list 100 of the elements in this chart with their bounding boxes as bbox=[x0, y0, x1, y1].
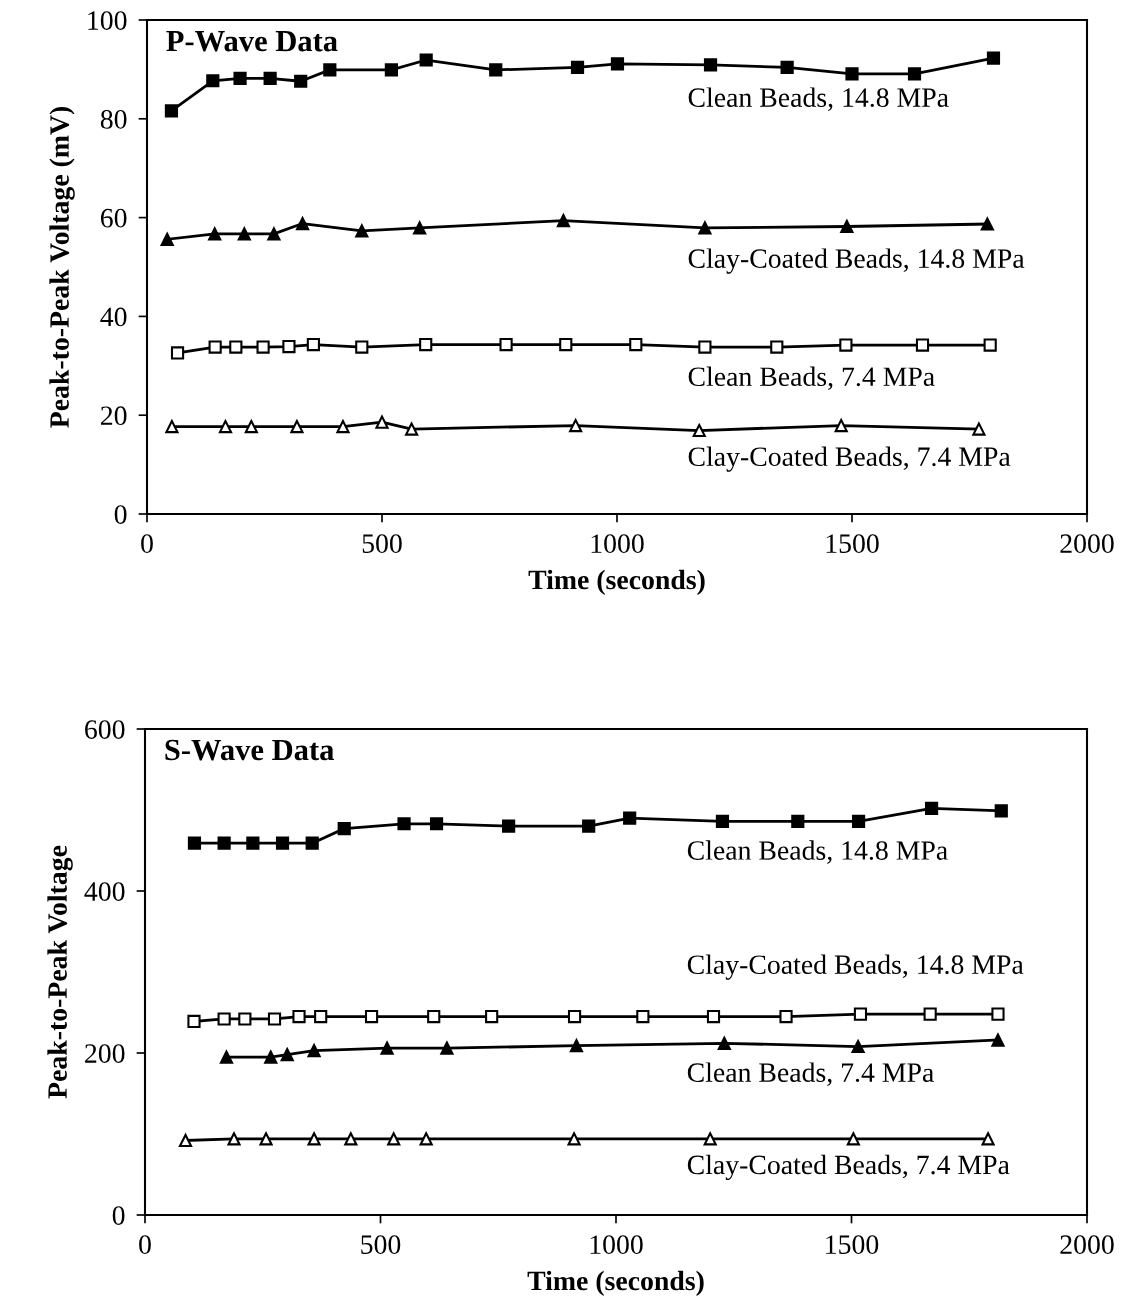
point bbox=[698, 340, 712, 354]
x-tick-label: 1500 bbox=[826, 1235, 879, 1254]
point bbox=[233, 71, 247, 85]
x-tick-label: 1000 bbox=[590, 1235, 643, 1254]
annotation: Clean Beads, 7.4 MPa bbox=[687, 1062, 934, 1086]
point bbox=[846, 1132, 860, 1146]
point bbox=[706, 1009, 721, 1024]
point bbox=[290, 419, 304, 434]
x-tick-label: 1500 bbox=[826, 534, 879, 553]
y-tick-label: 0 bbox=[112, 1206, 125, 1225]
point bbox=[275, 836, 290, 850]
point bbox=[419, 53, 433, 67]
y-tick-label: 200 bbox=[85, 1044, 125, 1063]
point bbox=[238, 1012, 252, 1026]
point bbox=[556, 213, 571, 228]
y-tick-label: 100 bbox=[88, 11, 127, 30]
point bbox=[259, 1132, 273, 1146]
point bbox=[244, 419, 258, 434]
point bbox=[851, 1039, 865, 1054]
point bbox=[160, 232, 174, 246]
y-tick-label: 600 bbox=[85, 720, 125, 739]
point bbox=[567, 1009, 582, 1024]
point bbox=[907, 67, 922, 81]
point bbox=[559, 337, 573, 352]
point bbox=[267, 227, 281, 241]
point bbox=[924, 801, 939, 815]
point bbox=[263, 71, 277, 85]
point bbox=[164, 104, 179, 118]
point bbox=[791, 814, 805, 828]
point bbox=[355, 340, 369, 354]
point bbox=[991, 1033, 1005, 1047]
point bbox=[170, 346, 185, 360]
x-tick-label: 2000 bbox=[1060, 1235, 1114, 1254]
point bbox=[419, 1132, 433, 1146]
point bbox=[387, 1132, 401, 1146]
point bbox=[845, 67, 859, 81]
point bbox=[915, 338, 930, 352]
point bbox=[983, 338, 997, 352]
point bbox=[770, 340, 784, 354]
point bbox=[994, 804, 1008, 818]
point bbox=[384, 63, 398, 77]
annotation: Clay-Coated Beads, 7.4 MPa bbox=[688, 446, 1011, 472]
point bbox=[165, 419, 179, 434]
x-tick-label: 2000 bbox=[1060, 534, 1114, 553]
point bbox=[923, 1007, 937, 1021]
point bbox=[306, 337, 320, 352]
point bbox=[295, 216, 310, 231]
point bbox=[178, 1133, 193, 1148]
point bbox=[256, 340, 270, 354]
point bbox=[187, 836, 202, 850]
point bbox=[336, 419, 350, 434]
point bbox=[397, 817, 411, 831]
annotation: Clay-Coated Beads, 7.4 MPa bbox=[687, 1154, 1010, 1181]
point bbox=[229, 340, 243, 354]
annotation: Clean Beads, 14.8 MPa bbox=[688, 87, 949, 111]
point bbox=[314, 1009, 328, 1024]
point bbox=[489, 63, 503, 77]
chart-title: S-Wave Data bbox=[165, 739, 334, 761]
x-tick-label: 500 bbox=[361, 1235, 401, 1254]
point bbox=[980, 217, 994, 231]
point bbox=[853, 1007, 868, 1021]
y-tick-label: 0 bbox=[114, 505, 127, 524]
point bbox=[187, 1014, 201, 1029]
annotation: Clean Beads, 14.8 MPa bbox=[687, 840, 948, 864]
point bbox=[323, 63, 337, 77]
point bbox=[208, 227, 222, 241]
point bbox=[715, 814, 730, 828]
annotation: Clay-Coated Beads, 14.8 MPa bbox=[688, 248, 1025, 274]
point bbox=[981, 1132, 995, 1146]
point bbox=[282, 339, 296, 354]
x-tick-label: 0 bbox=[139, 1235, 151, 1254]
point bbox=[840, 219, 854, 234]
point bbox=[834, 418, 848, 433]
y-tick-label: 80 bbox=[100, 109, 127, 129]
y-tick-label: 60 bbox=[100, 208, 127, 228]
point bbox=[780, 60, 794, 75]
annotation: Clay-Coated Beads, 14.8 MPa bbox=[687, 954, 1024, 980]
x-tick-label: 1000 bbox=[591, 534, 644, 553]
x-tick-label: 0 bbox=[141, 534, 153, 553]
point bbox=[337, 822, 351, 836]
point bbox=[427, 1009, 441, 1024]
point bbox=[485, 1009, 499, 1024]
point bbox=[355, 224, 369, 238]
point bbox=[629, 337, 643, 352]
point bbox=[569, 1039, 584, 1053]
point bbox=[499, 337, 513, 352]
point bbox=[440, 1041, 454, 1055]
point bbox=[246, 836, 260, 850]
point bbox=[364, 1009, 379, 1024]
point bbox=[307, 1132, 321, 1146]
point bbox=[717, 1036, 731, 1050]
point bbox=[623, 811, 637, 825]
point bbox=[569, 418, 583, 433]
point bbox=[703, 58, 718, 72]
point bbox=[375, 415, 389, 429]
point bbox=[567, 1132, 581, 1146]
point bbox=[218, 419, 233, 434]
point bbox=[413, 221, 427, 235]
point bbox=[851, 814, 866, 828]
point bbox=[610, 57, 625, 71]
